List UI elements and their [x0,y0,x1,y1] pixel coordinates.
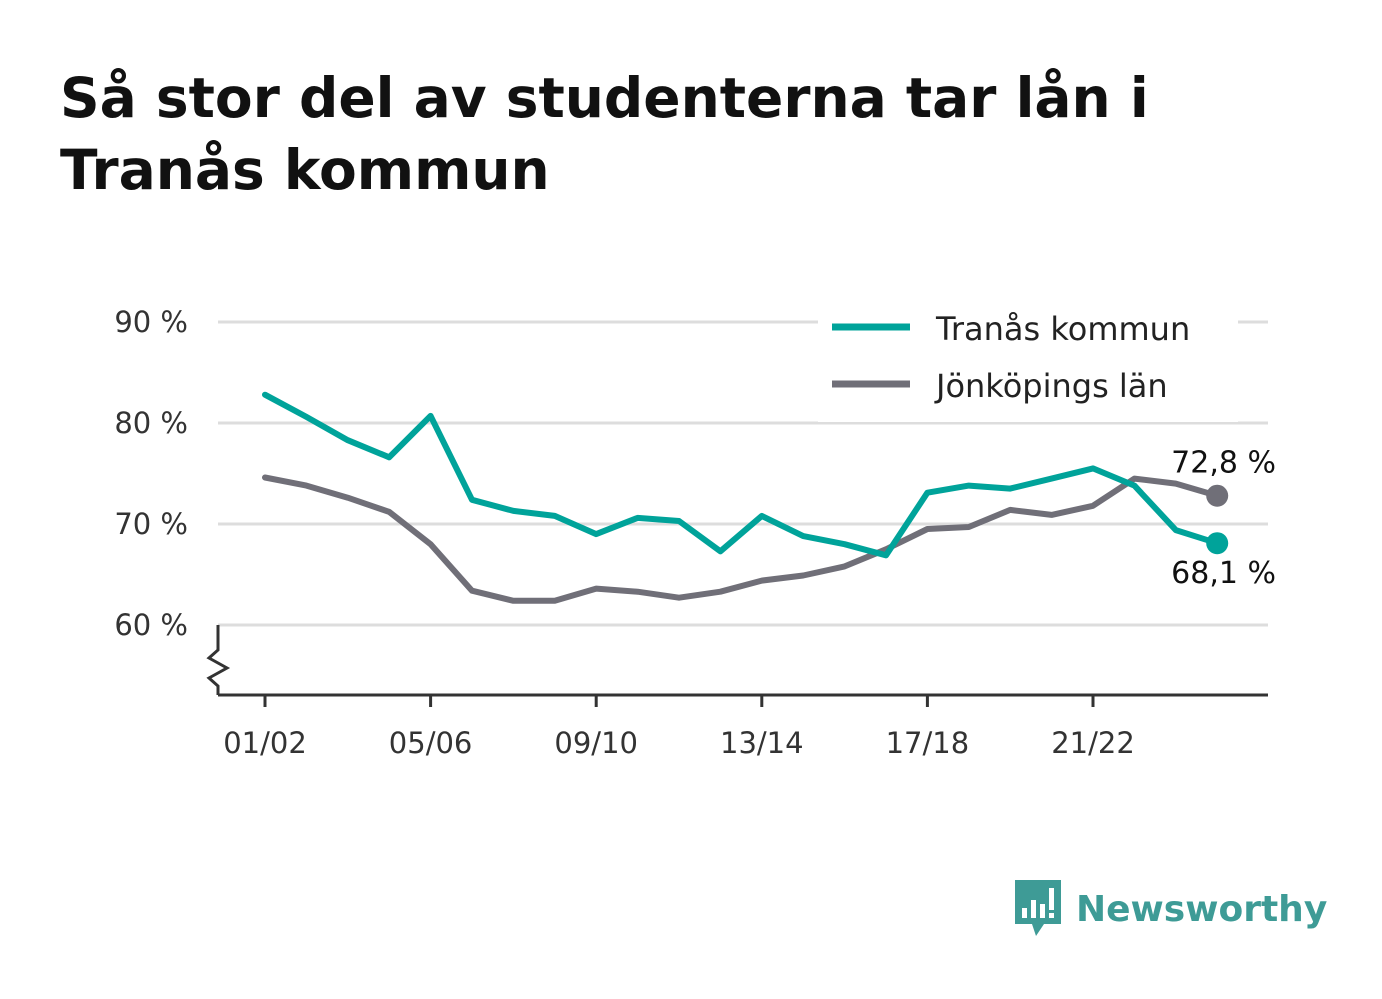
x-tick-label: 21/22 [1051,726,1135,760]
end-point-lan [1206,484,1229,507]
y-tick-label: 70 % [114,507,188,541]
end-label-tranas: 68,1 % [1171,556,1276,591]
brand-logo: Newsworthy [1012,878,1327,940]
legend-label-tranas: Tranås kommun [935,310,1190,348]
series-line-tranas [262,391,1221,559]
x-tick-label: 09/10 [554,726,638,760]
end-point-tranas [1206,532,1229,555]
end-markers: 68,1 % 72,8 % [1171,446,1276,591]
series-line-lan [262,474,1221,604]
brand-name: Newsworthy [1076,888,1328,930]
newsworthy-logo-icon [1015,880,1061,936]
legend: Tranås kommun Jönköpings län [818,300,1238,422]
x-tick-label: 05/06 [389,726,473,760]
y-tick-label: 90 % [114,305,188,339]
series-lines [262,391,1221,604]
y-tick-label: 60 % [114,608,188,642]
axes: 60 % 70 % 80 % 90 % 01/02 05/06 09/10 13/14 17/1… [114,305,1268,760]
x-tick-label: 13/14 [720,726,804,760]
y-axis-break [206,625,231,695]
legend-label-lan: Jönköpings län [934,367,1168,405]
end-label-lan: 72,8 % [1171,446,1276,481]
x-tick-label: 17/18 [886,726,970,760]
chart-title: Så stor del av studenterna tar lån i Tra… [60,66,1149,202]
legend-background [818,300,1238,422]
x-tick-label: 01/02 [223,726,307,760]
y-tick-label: 80 % [114,406,188,440]
